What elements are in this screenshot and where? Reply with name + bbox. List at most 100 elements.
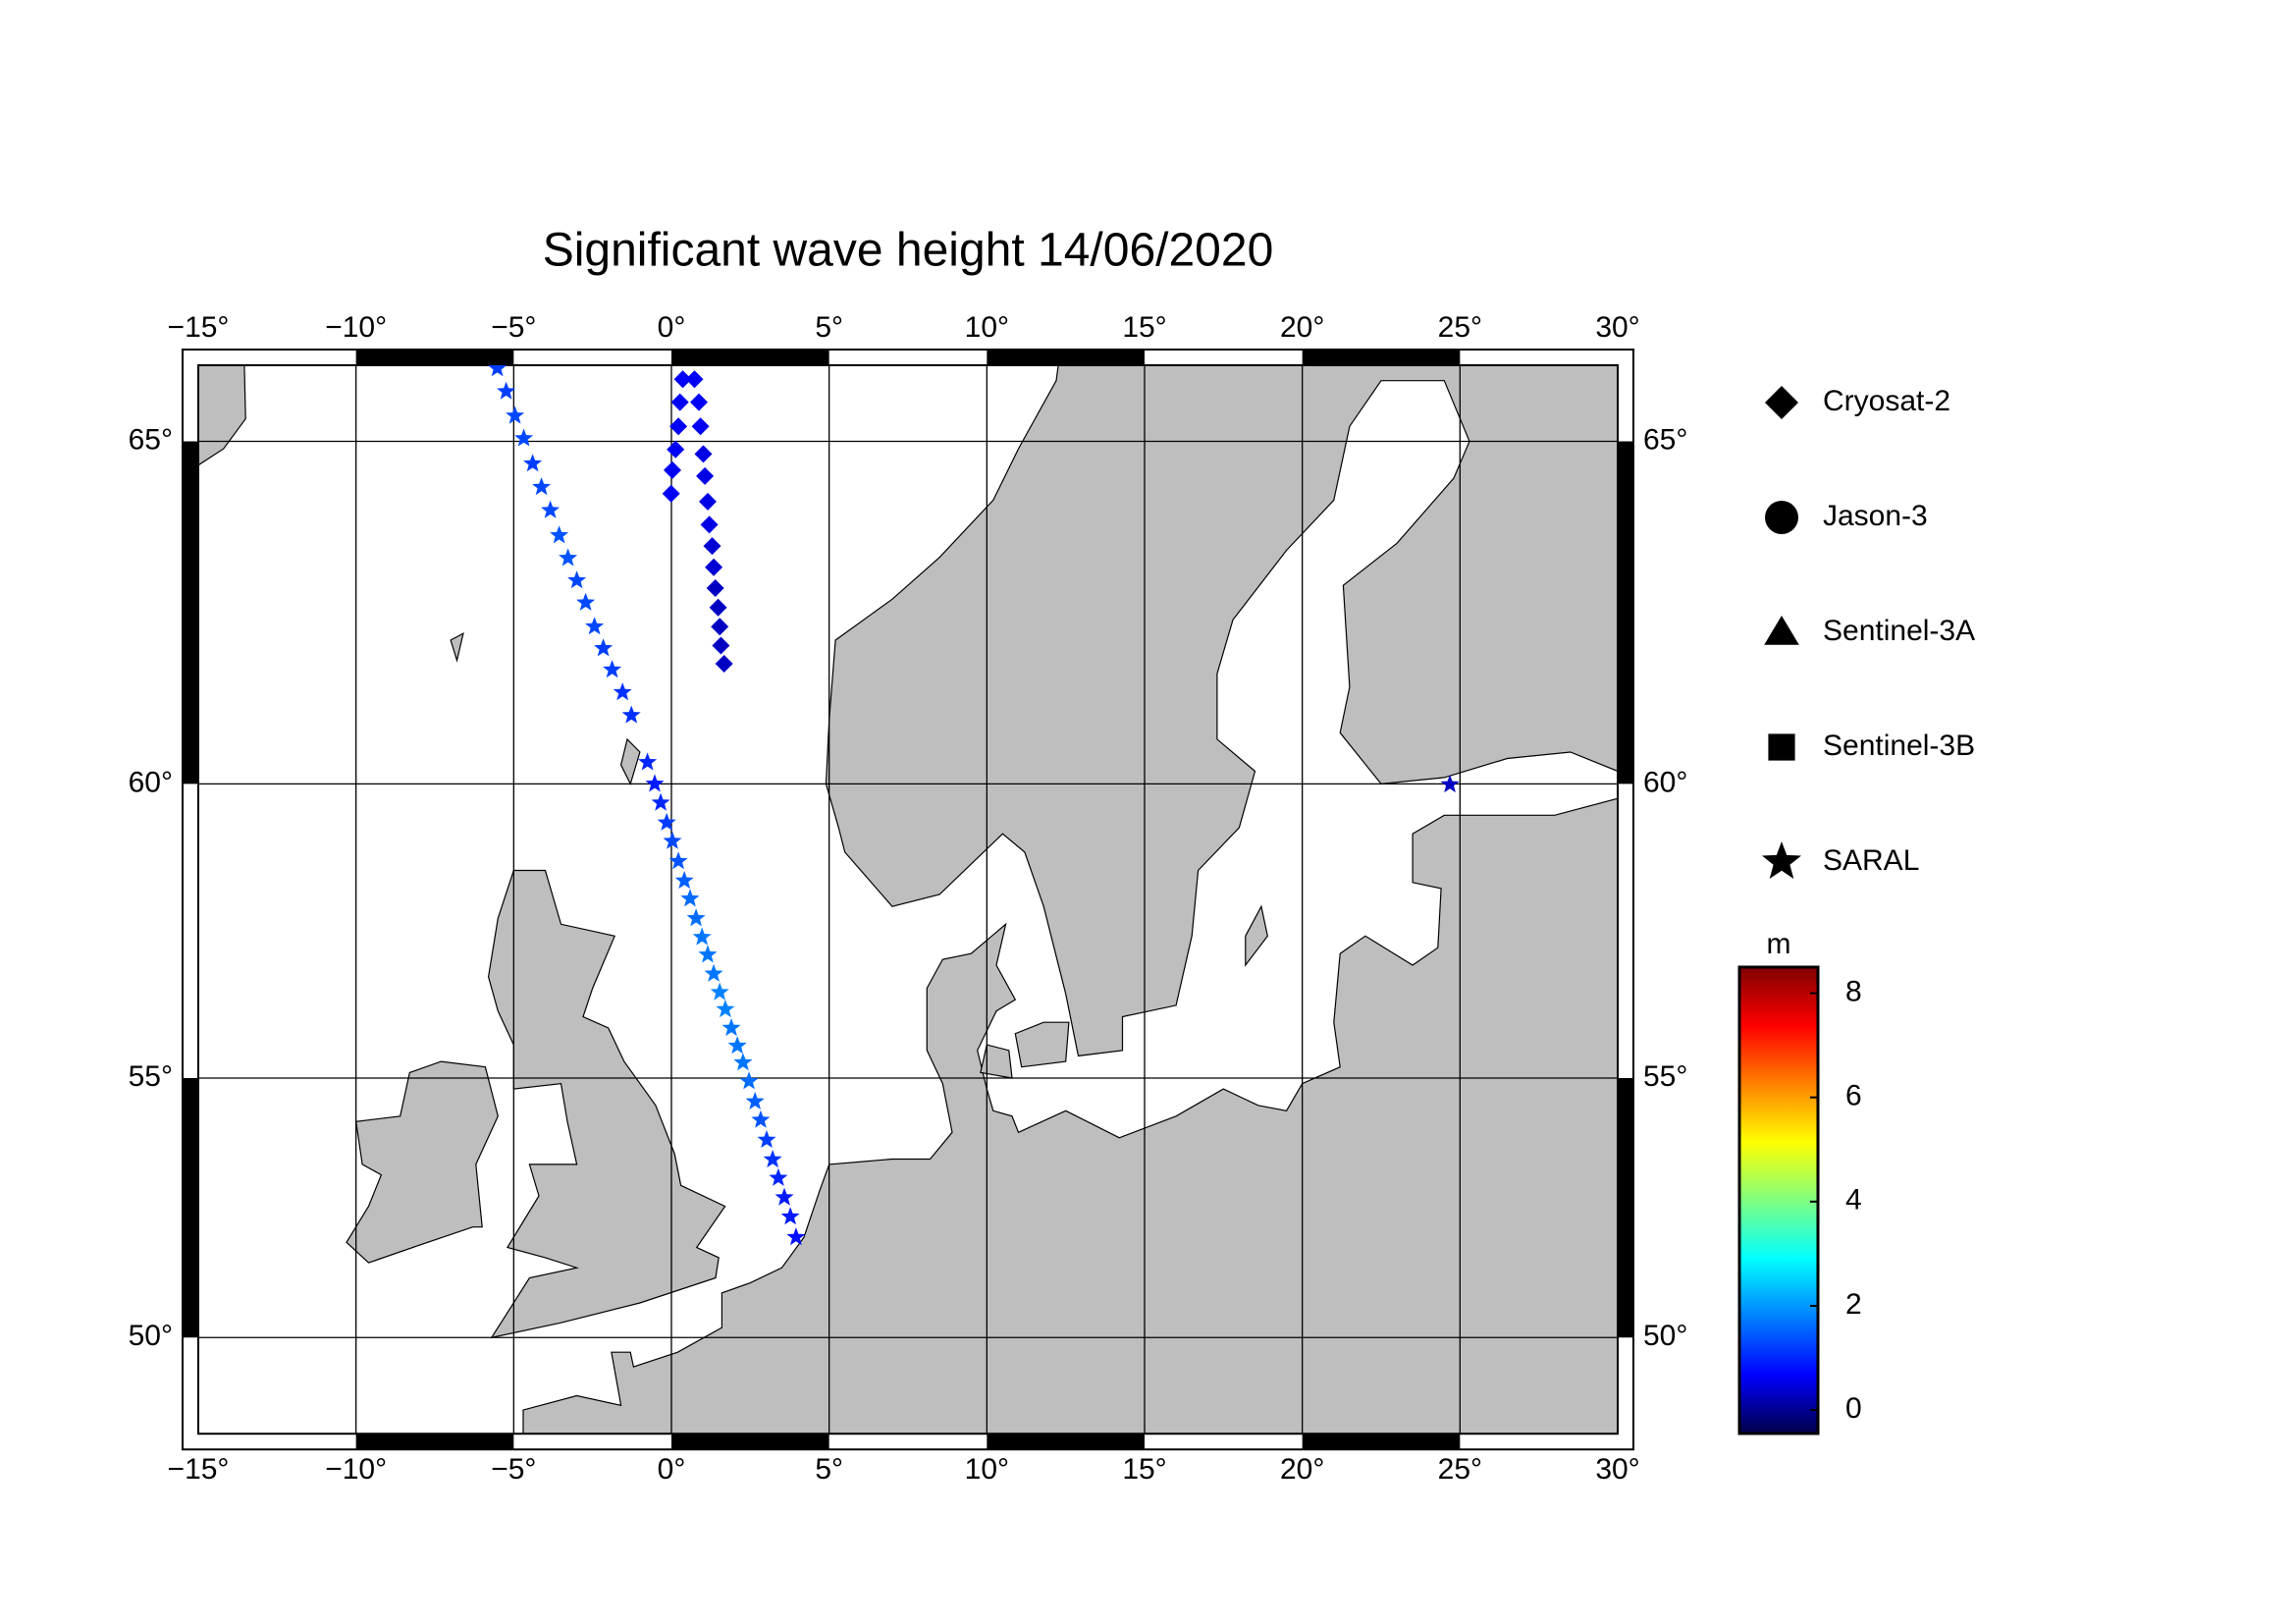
marker-star (674, 871, 694, 890)
frame-band (183, 441, 198, 784)
marker-star (680, 889, 700, 907)
colorbar-tick-label: 0 (1845, 1392, 1862, 1425)
legend-label: Jason-3 (1823, 500, 1928, 532)
y-tick-label: 50° (1643, 1320, 1687, 1352)
marker-star (716, 1000, 735, 1018)
marker-star (603, 660, 622, 678)
marker-diamond (685, 370, 704, 389)
y-tick-label: 60° (129, 766, 173, 798)
x-tick-label: 5° (815, 311, 843, 344)
marker-star (774, 1187, 794, 1206)
marker-star (645, 774, 665, 792)
land-polygon (450, 631, 464, 663)
marker-star (497, 381, 516, 400)
colorbar-label: m (1767, 928, 1791, 960)
marker-star (567, 570, 587, 589)
marker-diamond (673, 370, 692, 389)
frame-band (355, 350, 514, 365)
marker-diamond (696, 466, 715, 485)
marker-diamond (715, 655, 733, 673)
frame-band (183, 1077, 198, 1338)
land-polygon (619, 737, 641, 786)
marker-star (585, 617, 605, 635)
colorbar-tick-label: 4 (1845, 1184, 1862, 1217)
legend-label: Sentinel-3A (1823, 615, 1975, 647)
x-tick-label: 5° (815, 1453, 843, 1486)
marker-star (541, 500, 561, 518)
colorbar-tick-label: 2 (1845, 1288, 1862, 1321)
marker-star (769, 1167, 788, 1186)
marker-diamond (700, 515, 719, 534)
marker-diamond (691, 417, 710, 436)
y-tick-label: 60° (1643, 766, 1687, 798)
chart-title: Significant wave height 14/06/2020 (543, 225, 1274, 277)
marker-star (739, 1071, 759, 1090)
marker-diamond (699, 492, 717, 511)
x-tick-label: 25° (1438, 1453, 1482, 1486)
marker-triangle (1764, 616, 1799, 645)
x-tick-label: 10° (965, 1453, 1009, 1486)
marker-star (1762, 841, 1801, 879)
legend-label: Cryosat-2 (1823, 385, 1950, 417)
marker-diamond (670, 393, 689, 411)
marker-star (532, 477, 552, 496)
frame-band (671, 350, 829, 365)
marker-star (727, 1036, 747, 1055)
x-tick-label: 10° (965, 311, 1009, 344)
marker-star (506, 406, 525, 424)
land-polygon (198, 365, 246, 466)
marker-star (704, 963, 723, 982)
marker-star (559, 548, 578, 567)
marker-star (733, 1053, 753, 1071)
marker-diamond (706, 579, 724, 597)
frame-band (355, 1434, 514, 1450)
marker-star (523, 454, 543, 472)
legend-label: SARAL (1823, 844, 1919, 877)
frame-band (987, 1434, 1145, 1450)
y-tick-label: 65° (129, 423, 173, 456)
marker-star (663, 831, 682, 849)
frame-band (671, 1434, 829, 1450)
marker-star (514, 428, 534, 447)
marker-diamond (705, 558, 723, 576)
marker-diamond (664, 460, 681, 479)
x-tick-label: 20° (1280, 311, 1324, 344)
marker-star (698, 945, 718, 963)
marker-star (621, 705, 641, 724)
frame-band (1302, 350, 1461, 365)
land-polygon (487, 869, 726, 1339)
marker-star (786, 1227, 806, 1246)
marker-star (745, 1091, 765, 1109)
land-polygon (522, 797, 1618, 1434)
x-tick-label: 0° (658, 311, 686, 344)
x-tick-label: 30° (1595, 1453, 1639, 1486)
marker-star (638, 752, 658, 771)
marker-star (594, 638, 614, 657)
x-tick-label: 15° (1122, 1453, 1166, 1486)
x-tick-label: 15° (1122, 311, 1166, 344)
marker-diamond (669, 417, 688, 436)
marker-star (763, 1150, 782, 1168)
land-polygon (980, 1044, 1013, 1079)
marker-diamond (711, 618, 729, 636)
land-polygon (825, 365, 1618, 1057)
marker-star (668, 851, 688, 870)
marker-diamond (667, 440, 685, 459)
marker-circle (1765, 501, 1798, 534)
marker-star (657, 812, 676, 831)
x-tick-label: −15° (168, 311, 230, 344)
colorbar-tick-label: 6 (1845, 1080, 1862, 1112)
marker-star (651, 792, 670, 811)
marker-star (721, 1018, 741, 1037)
x-tick-label: −15° (168, 1453, 230, 1486)
marker-star (1440, 775, 1460, 793)
x-tick-label: −10° (325, 1453, 387, 1486)
colorbar-tick-label: 8 (1845, 975, 1862, 1007)
x-tick-label: 30° (1595, 311, 1639, 344)
marker-star (751, 1109, 771, 1128)
colorbar (1737, 965, 1820, 1435)
frame-outer (182, 349, 1634, 1451)
marker-diamond (709, 598, 727, 617)
marker-star (710, 982, 729, 1001)
